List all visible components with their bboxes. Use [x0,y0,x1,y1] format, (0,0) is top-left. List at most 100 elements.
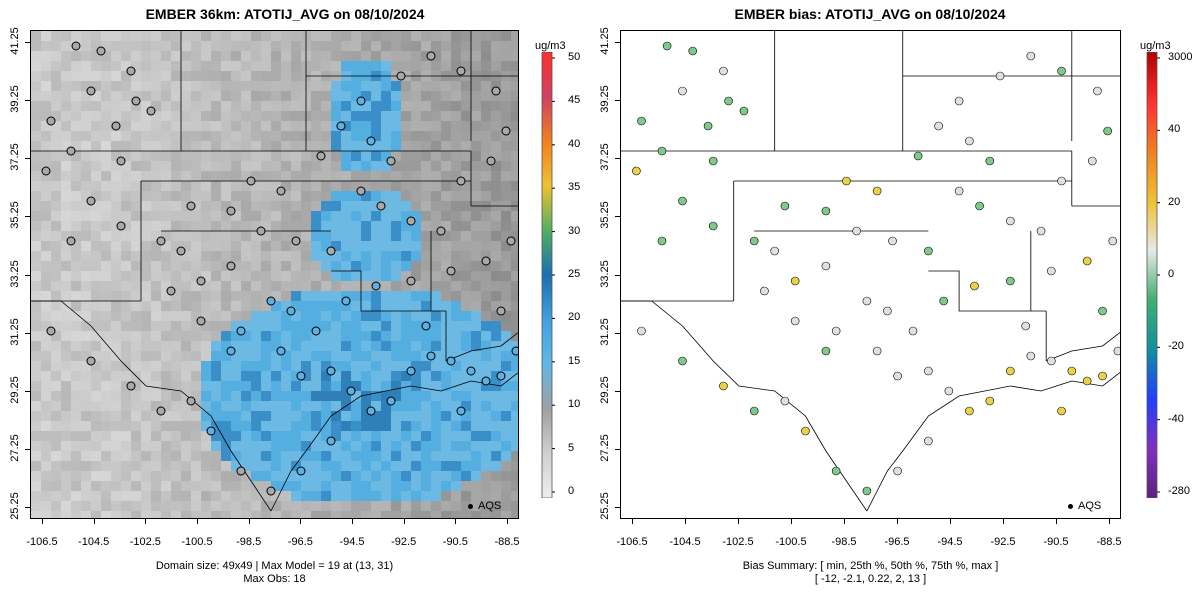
station-marker[interactable] [86,196,96,206]
station-marker[interactable] [708,156,718,166]
station-marker[interactable] [496,306,506,316]
station-marker[interactable] [1057,66,1066,76]
station-marker[interactable] [831,326,841,336]
station-marker[interactable] [511,346,519,356]
station-marker[interactable] [226,206,236,216]
station-marker[interactable] [236,466,246,476]
station-marker[interactable] [86,86,96,96]
station-marker[interactable] [1082,376,1092,386]
station-marker[interactable] [71,41,81,51]
station-marker[interactable] [924,366,933,376]
station-marker[interactable] [296,466,306,476]
station-marker[interactable] [657,236,667,246]
station-marker[interactable] [1047,266,1056,276]
station-marker[interactable] [196,316,206,326]
station-marker[interactable] [1057,406,1066,416]
station-marker[interactable] [913,151,923,161]
station-marker[interactable] [126,66,136,76]
station-marker[interactable] [396,71,406,81]
station-marker[interactable] [326,436,336,446]
station-marker[interactable] [176,246,186,256]
station-marker[interactable] [311,326,321,336]
station-marker[interactable] [426,51,436,61]
station-marker[interactable] [1006,216,1015,226]
station-marker[interactable] [801,426,810,436]
station-marker[interactable] [341,296,351,306]
station-marker[interactable] [66,236,76,246]
station-marker[interactable] [934,121,943,131]
station-marker[interactable] [995,71,1005,81]
station-marker[interactable] [96,46,106,56]
station-marker[interactable] [872,186,882,196]
station-marker[interactable] [893,466,902,476]
station-marker[interactable] [939,296,949,306]
station-marker[interactable] [821,261,831,271]
station-marker[interactable] [1087,156,1097,166]
station-marker[interactable] [760,286,769,296]
station-marker[interactable] [852,226,861,236]
station-marker[interactable] [662,41,672,51]
station-marker[interactable] [326,246,336,256]
station-marker[interactable] [944,386,954,396]
station-marker[interactable] [1021,321,1030,331]
station-marker[interactable] [790,316,800,326]
station-marker[interactable] [770,246,779,256]
station-marker[interactable] [1108,236,1118,246]
station-marker[interactable] [831,466,841,476]
station-marker[interactable] [376,201,386,211]
station-marker[interactable] [965,406,974,416]
station-marker[interactable] [724,96,733,106]
station-marker[interactable] [985,396,995,406]
station-marker[interactable] [862,486,872,496]
station-marker[interactable] [156,406,166,416]
station-marker[interactable] [496,371,506,381]
station-marker[interactable] [126,381,136,391]
station-marker[interactable] [436,226,446,236]
station-marker[interactable] [888,236,897,246]
station-marker[interactable] [719,381,728,391]
station-marker[interactable] [316,151,326,161]
station-marker[interactable] [446,356,456,366]
station-marker[interactable] [286,306,296,316]
station-marker[interactable] [780,201,790,211]
station-marker[interactable] [266,296,276,306]
panel2-map[interactable] [620,30,1121,519]
station-marker[interactable] [678,86,687,96]
station-marker[interactable] [66,146,76,156]
station-marker[interactable] [506,236,516,246]
station-marker[interactable] [481,256,491,266]
station-marker[interactable] [688,46,698,56]
station-marker[interactable] [366,136,376,146]
station-marker[interactable] [1006,366,1015,376]
station-marker[interactable] [386,396,396,406]
station-marker[interactable] [1026,51,1036,61]
station-marker[interactable] [186,396,196,406]
station-marker[interactable] [749,236,759,246]
station-marker[interactable] [842,176,851,186]
station-marker[interactable] [739,106,749,116]
station-marker[interactable] [954,186,964,196]
station-marker[interactable] [872,346,882,356]
station-marker[interactable] [111,121,121,131]
station-marker[interactable] [226,261,236,271]
station-marker[interactable] [893,371,902,381]
station-marker[interactable] [131,96,141,106]
station-marker[interactable] [266,486,276,496]
station-marker[interactable] [466,366,476,376]
station-marker[interactable] [703,121,713,131]
station-marker[interactable] [346,386,356,396]
station-marker[interactable] [156,236,166,246]
station-marker[interactable] [1098,306,1107,316]
station-marker[interactable] [406,366,416,376]
panel1-map[interactable] [30,30,519,519]
station-marker[interactable] [924,246,933,256]
station-marker[interactable] [678,356,687,366]
station-marker[interactable] [256,226,266,236]
station-marker[interactable] [1103,126,1112,136]
station-marker[interactable] [481,376,491,386]
station-marker[interactable] [276,346,286,356]
station-marker[interactable] [1047,356,1056,366]
station-marker[interactable] [186,201,196,211]
station-marker[interactable] [486,156,496,166]
station-marker[interactable] [1026,351,1036,361]
